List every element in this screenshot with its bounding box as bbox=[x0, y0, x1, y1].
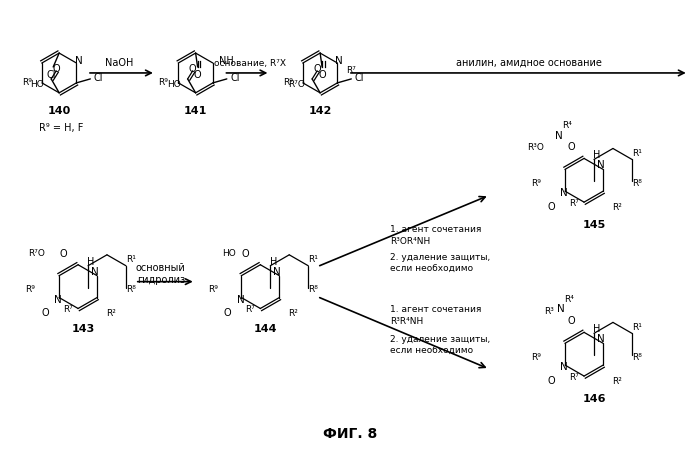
Text: O: O bbox=[52, 64, 60, 74]
Text: R⁷O: R⁷O bbox=[288, 81, 305, 90]
Text: R⁸: R⁸ bbox=[308, 285, 318, 294]
Text: HO: HO bbox=[167, 81, 181, 90]
Text: 145: 145 bbox=[582, 220, 606, 230]
Text: ФИГ. 8: ФИГ. 8 bbox=[323, 427, 377, 441]
Text: H: H bbox=[594, 324, 601, 334]
Text: R³O: R³O bbox=[527, 143, 544, 152]
Text: R⁷: R⁷ bbox=[569, 373, 579, 382]
Text: N: N bbox=[560, 362, 568, 372]
Text: анилин, амидное основание: анилин, амидное основание bbox=[456, 58, 602, 68]
Text: R⁷: R⁷ bbox=[246, 305, 256, 314]
Text: R³R⁴NH: R³R⁴NH bbox=[390, 317, 423, 326]
Text: R²: R² bbox=[612, 202, 622, 211]
Text: R⁴: R⁴ bbox=[562, 121, 572, 130]
Text: R¹: R¹ bbox=[632, 149, 642, 158]
Text: R¹: R¹ bbox=[632, 323, 642, 332]
Text: R⁷: R⁷ bbox=[569, 198, 579, 207]
Text: 146: 146 bbox=[582, 394, 606, 404]
Text: N: N bbox=[274, 267, 281, 277]
Text: O: O bbox=[60, 249, 67, 259]
Text: O: O bbox=[241, 249, 249, 259]
Text: основный: основный bbox=[136, 263, 186, 273]
Text: если необходимо: если необходимо bbox=[390, 346, 473, 356]
Text: если необходимо: если необходимо bbox=[390, 265, 473, 274]
Text: 2. удаление защиты,: 2. удаление защиты, bbox=[390, 253, 490, 262]
Text: R²: R² bbox=[288, 309, 298, 318]
Text: R⁴: R⁴ bbox=[564, 295, 574, 304]
Text: R²: R² bbox=[612, 377, 622, 386]
Text: N: N bbox=[597, 160, 605, 171]
Text: N: N bbox=[597, 334, 605, 344]
Text: R⁹ = H, F: R⁹ = H, F bbox=[39, 122, 83, 133]
Text: O: O bbox=[318, 70, 326, 80]
Text: R⁹: R⁹ bbox=[158, 78, 169, 87]
Text: R³OR⁴NH: R³OR⁴NH bbox=[390, 238, 430, 247]
Text: O: O bbox=[189, 64, 197, 74]
Text: N: N bbox=[55, 295, 62, 305]
Text: R¹: R¹ bbox=[126, 255, 136, 264]
Text: R³: R³ bbox=[545, 307, 554, 316]
Text: 1. агент сочетания: 1. агент сочетания bbox=[390, 225, 481, 234]
Text: H: H bbox=[88, 257, 94, 267]
Text: O: O bbox=[547, 376, 555, 386]
Text: O: O bbox=[567, 316, 575, 326]
Text: R⁹: R⁹ bbox=[283, 78, 293, 87]
Text: N: N bbox=[555, 130, 563, 140]
Text: O: O bbox=[194, 70, 202, 80]
Text: N: N bbox=[74, 56, 83, 66]
Text: HO: HO bbox=[31, 81, 44, 90]
Text: N: N bbox=[335, 56, 343, 66]
Text: N: N bbox=[557, 305, 565, 315]
Text: R²: R² bbox=[106, 309, 116, 318]
Text: гидролиз: гидролиз bbox=[136, 274, 185, 285]
Text: R⁸: R⁸ bbox=[632, 179, 642, 188]
Text: O: O bbox=[314, 64, 321, 74]
Text: O: O bbox=[224, 308, 231, 319]
Text: 1. агент сочетания: 1. агент сочетания bbox=[390, 305, 481, 314]
Text: Cl: Cl bbox=[94, 73, 103, 83]
Text: R¹: R¹ bbox=[308, 255, 318, 264]
Text: R⁸: R⁸ bbox=[632, 353, 642, 362]
Text: H: H bbox=[594, 150, 601, 161]
Text: Cl: Cl bbox=[230, 73, 239, 83]
Text: Cl: Cl bbox=[354, 73, 364, 83]
Text: H: H bbox=[270, 257, 277, 267]
Text: 144: 144 bbox=[253, 324, 277, 334]
Text: NaOH: NaOH bbox=[105, 58, 133, 68]
Text: 141: 141 bbox=[184, 106, 207, 116]
Text: R⁸: R⁸ bbox=[126, 285, 136, 294]
Text: NH: NH bbox=[219, 56, 234, 66]
Text: N: N bbox=[237, 295, 244, 305]
Text: R⁹: R⁹ bbox=[25, 285, 35, 294]
Text: 142: 142 bbox=[309, 106, 332, 116]
Text: R⁹: R⁹ bbox=[208, 285, 218, 294]
Text: O: O bbox=[41, 308, 49, 319]
Text: N: N bbox=[560, 188, 568, 198]
Text: HO: HO bbox=[222, 249, 235, 258]
Text: R⁷: R⁷ bbox=[63, 305, 73, 314]
Text: основание, R⁷X: основание, R⁷X bbox=[214, 58, 286, 68]
Text: R⁹: R⁹ bbox=[531, 179, 541, 188]
Text: O: O bbox=[567, 143, 575, 153]
Text: Cl: Cl bbox=[46, 70, 56, 80]
Text: 140: 140 bbox=[48, 106, 71, 116]
Text: N: N bbox=[91, 267, 99, 277]
Text: 2. удаление защиты,: 2. удаление защиты, bbox=[390, 335, 490, 344]
Text: R⁷: R⁷ bbox=[346, 67, 356, 76]
Text: O: O bbox=[547, 202, 555, 212]
Text: R⁹: R⁹ bbox=[22, 78, 32, 87]
Text: 143: 143 bbox=[71, 324, 94, 334]
Text: R⁷O: R⁷O bbox=[28, 249, 46, 258]
Text: R⁹: R⁹ bbox=[531, 353, 541, 362]
